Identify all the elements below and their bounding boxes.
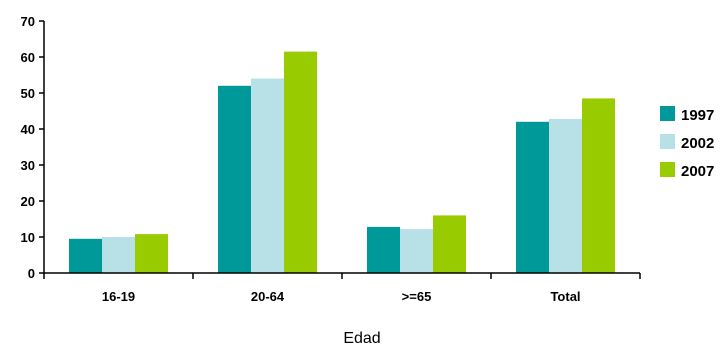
bar-2007-0 (135, 234, 168, 273)
bar-2002-2 (400, 229, 433, 273)
y-tick-label: 0 (28, 266, 35, 281)
legend-label-2007: 2007 (681, 163, 714, 180)
bar-2007-3 (582, 98, 615, 274)
y-axis: 0 10 20 30 40 50 60 70 (21, 14, 45, 281)
legend-swatch-1997 (660, 106, 675, 121)
y-tick-label: 10 (21, 230, 35, 245)
bar-2007-1 (284, 51, 317, 273)
bar-1997-2 (367, 226, 400, 273)
bar-2002-0 (102, 237, 135, 273)
y-tick-label: 60 (21, 50, 35, 65)
bar-1997-0 (69, 238, 102, 273)
y-tick-label: 40 (21, 122, 35, 137)
y-tick-label: 70 (21, 14, 35, 29)
legend-swatch-2007 (660, 162, 675, 177)
y-tick-label: 30 (21, 158, 35, 173)
bar-1997-1 (218, 85, 251, 273)
bar-2002-1 (251, 78, 284, 273)
y-tick-label: 20 (21, 194, 35, 209)
x-tick-label: 20-64 (251, 289, 285, 304)
x-tick-label: >=65 (402, 289, 432, 304)
legend: 1997 2002 2007 (660, 106, 714, 180)
bars (69, 51, 615, 274)
y-tick-label: 50 (21, 86, 35, 101)
legend-swatch-2002 (660, 134, 675, 149)
legend-label-1997: 1997 (681, 107, 714, 124)
x-axis: 16-19 20-64 >=65 Total (43, 272, 641, 304)
legend-label-2002: 2002 (681, 135, 714, 152)
bar-2002-3 (549, 118, 582, 273)
x-tick-label: Total (550, 289, 580, 304)
bar-1997-3 (516, 121, 549, 273)
bar-2007-2 (433, 215, 466, 273)
x-tick-label: 16-19 (102, 289, 135, 304)
x-axis-title: Edad (343, 330, 380, 347)
